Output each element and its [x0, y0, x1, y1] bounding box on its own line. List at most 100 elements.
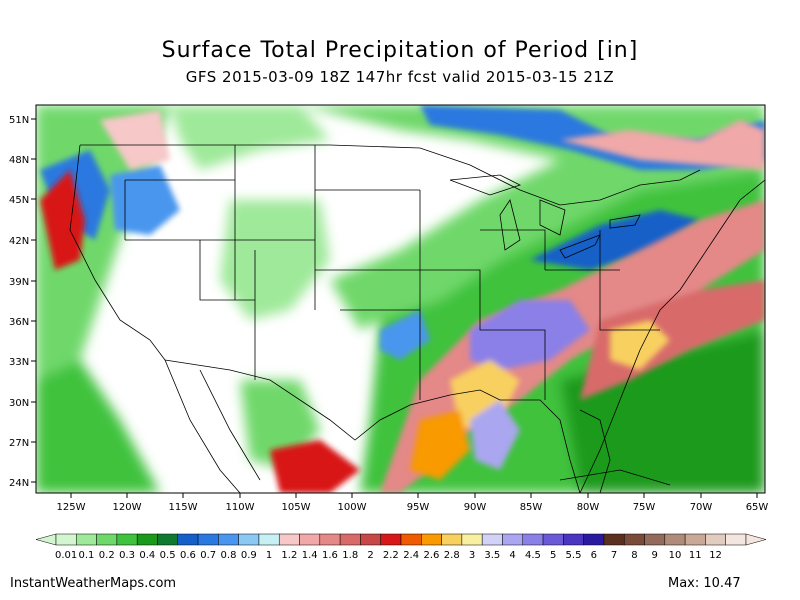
colorbar-label: 1.2	[281, 550, 297, 561]
colorbar-swatch	[644, 533, 666, 546]
colorbar-swatch	[218, 533, 239, 546]
lon-label: 100W	[338, 502, 367, 513]
east-coastline	[579, 179, 765, 493]
colorbar-label: 5.5	[566, 550, 582, 561]
max-value: Max: 10.47	[668, 576, 741, 591]
colorbar-swatch	[339, 533, 361, 546]
colorbar-swatch	[299, 533, 321, 546]
precipitation-field	[36, 105, 765, 493]
colorbar-min-arrow	[35, 533, 57, 546]
lat-label: 33N	[9, 357, 29, 368]
colorbar-label: 10	[669, 550, 682, 561]
colorbar-swatch	[441, 533, 463, 546]
colorbar-swatch	[583, 533, 605, 546]
colorbar-label: 2.4	[403, 550, 419, 561]
lat-label: 30N	[9, 398, 29, 409]
colorbar-label: 9	[651, 550, 657, 561]
lat-label: 48N	[9, 155, 29, 166]
lat-label: 45N	[9, 195, 29, 206]
colorbar-swatch	[136, 533, 158, 546]
colorbar-label: 12	[709, 550, 722, 561]
colorbar-swatch	[319, 533, 341, 546]
colorbar-swatch	[725, 533, 747, 546]
colorbar-label: 4	[509, 550, 515, 561]
colorbar-label: 0.4	[139, 550, 155, 561]
lake-michigan	[499, 199, 521, 251]
southern-border-gulf	[164, 359, 581, 493]
colorbar-swatch	[421, 533, 442, 546]
site-credit: InstantWeatherMaps.com	[10, 576, 177, 591]
lon-label: 85W	[520, 502, 543, 513]
colorbar-swatch	[461, 533, 483, 546]
colorbar-label: 7	[611, 550, 617, 561]
colorbar-label: 3.5	[484, 550, 500, 561]
colorbar-swatch	[157, 533, 179, 546]
colorbar-label: 6	[591, 550, 597, 561]
colorbar-label: 0.9	[241, 550, 257, 561]
colorbar-swatch	[360, 533, 381, 546]
lake-superior	[449, 174, 522, 196]
colorbar-labels: 0.01 0.1 0.2 0.3 0.4 0.5 0.6 0.7 0.8 0.9 1 1.2 1.4 1.…	[55, 550, 722, 561]
colorbar-swatch	[116, 533, 138, 546]
colorbar-label: 0.3	[119, 550, 135, 561]
colorbar-label: 0.8	[221, 550, 237, 561]
colorbar-swatch	[502, 533, 524, 546]
colorbar-label: 1.8	[342, 550, 358, 561]
lat-label: 36N	[9, 317, 29, 328]
lon-label: 70W	[690, 502, 713, 513]
colorbar-label: 2	[367, 550, 373, 561]
lon-label: 65W	[746, 502, 769, 513]
colorbar-swatch	[684, 533, 706, 546]
lat-label: 39N	[9, 277, 29, 288]
west-coastline	[69, 144, 166, 361]
lon-label: 105W	[282, 502, 311, 513]
colorbar-swatch	[522, 533, 544, 546]
colorbar-swatch	[400, 533, 422, 546]
florida-coast	[579, 409, 611, 493]
lon-label: 80W	[577, 502, 600, 513]
colorbar-swatch	[197, 533, 219, 546]
cuba-coast	[559, 469, 671, 486]
colorbar-swatch	[76, 533, 97, 546]
lat-label: 24N	[9, 478, 29, 489]
latitude-axis: 51N 48N 45N 42N 39N 36N 33N 30N 27N 24N	[9, 115, 36, 489]
colorbar-label: 1.6	[322, 550, 338, 561]
colorbar-swatch	[542, 533, 564, 546]
lon-label: 90W	[464, 502, 487, 513]
colorbar-swatch	[55, 533, 77, 546]
colorbar-swatches	[35, 533, 767, 546]
colorbar-swatch	[177, 533, 199, 546]
colorbar-swatch	[481, 533, 503, 546]
us-canada-border	[80, 144, 701, 206]
colorbar-label: 11	[689, 550, 702, 561]
colorbar-swatch	[664, 533, 686, 546]
colorbar-label: 0.5	[160, 550, 176, 561]
colorbar-label: 2.8	[444, 550, 460, 561]
colorbar-label: 2.6	[423, 550, 439, 561]
state-lines	[124, 145, 660, 400]
colorbar-label: 5	[550, 550, 556, 561]
colorbar-label: 2.2	[383, 550, 399, 561]
colorbar-label: 0.6	[180, 550, 196, 561]
colorbar-label: 0.2	[99, 550, 115, 561]
colorbar-swatch	[380, 533, 402, 546]
map-subtitle: GFS 2015-03-09 18Z 147hr fcst valid 2015…	[185, 68, 615, 86]
colorbar-label: 1	[266, 550, 272, 561]
colorbar-max-arrow	[745, 533, 767, 546]
lat-label: 51N	[9, 115, 29, 126]
lake-erie	[559, 234, 601, 259]
lon-label: 125W	[57, 502, 86, 513]
baja-coast	[164, 359, 241, 493]
map-frame	[35, 104, 766, 494]
lake-huron	[539, 199, 566, 236]
lake-ontario	[609, 214, 641, 229]
colorbar-swatch	[563, 533, 584, 546]
lon-label: 115W	[169, 502, 198, 513]
colorbar-swatch	[238, 533, 260, 546]
colorbar-swatch	[623, 533, 645, 546]
lon-label: 120W	[113, 502, 142, 513]
colorbar-swatch	[603, 533, 625, 546]
colorbar-label: 0.01	[55, 550, 77, 561]
lon-label: 75W	[633, 502, 656, 513]
